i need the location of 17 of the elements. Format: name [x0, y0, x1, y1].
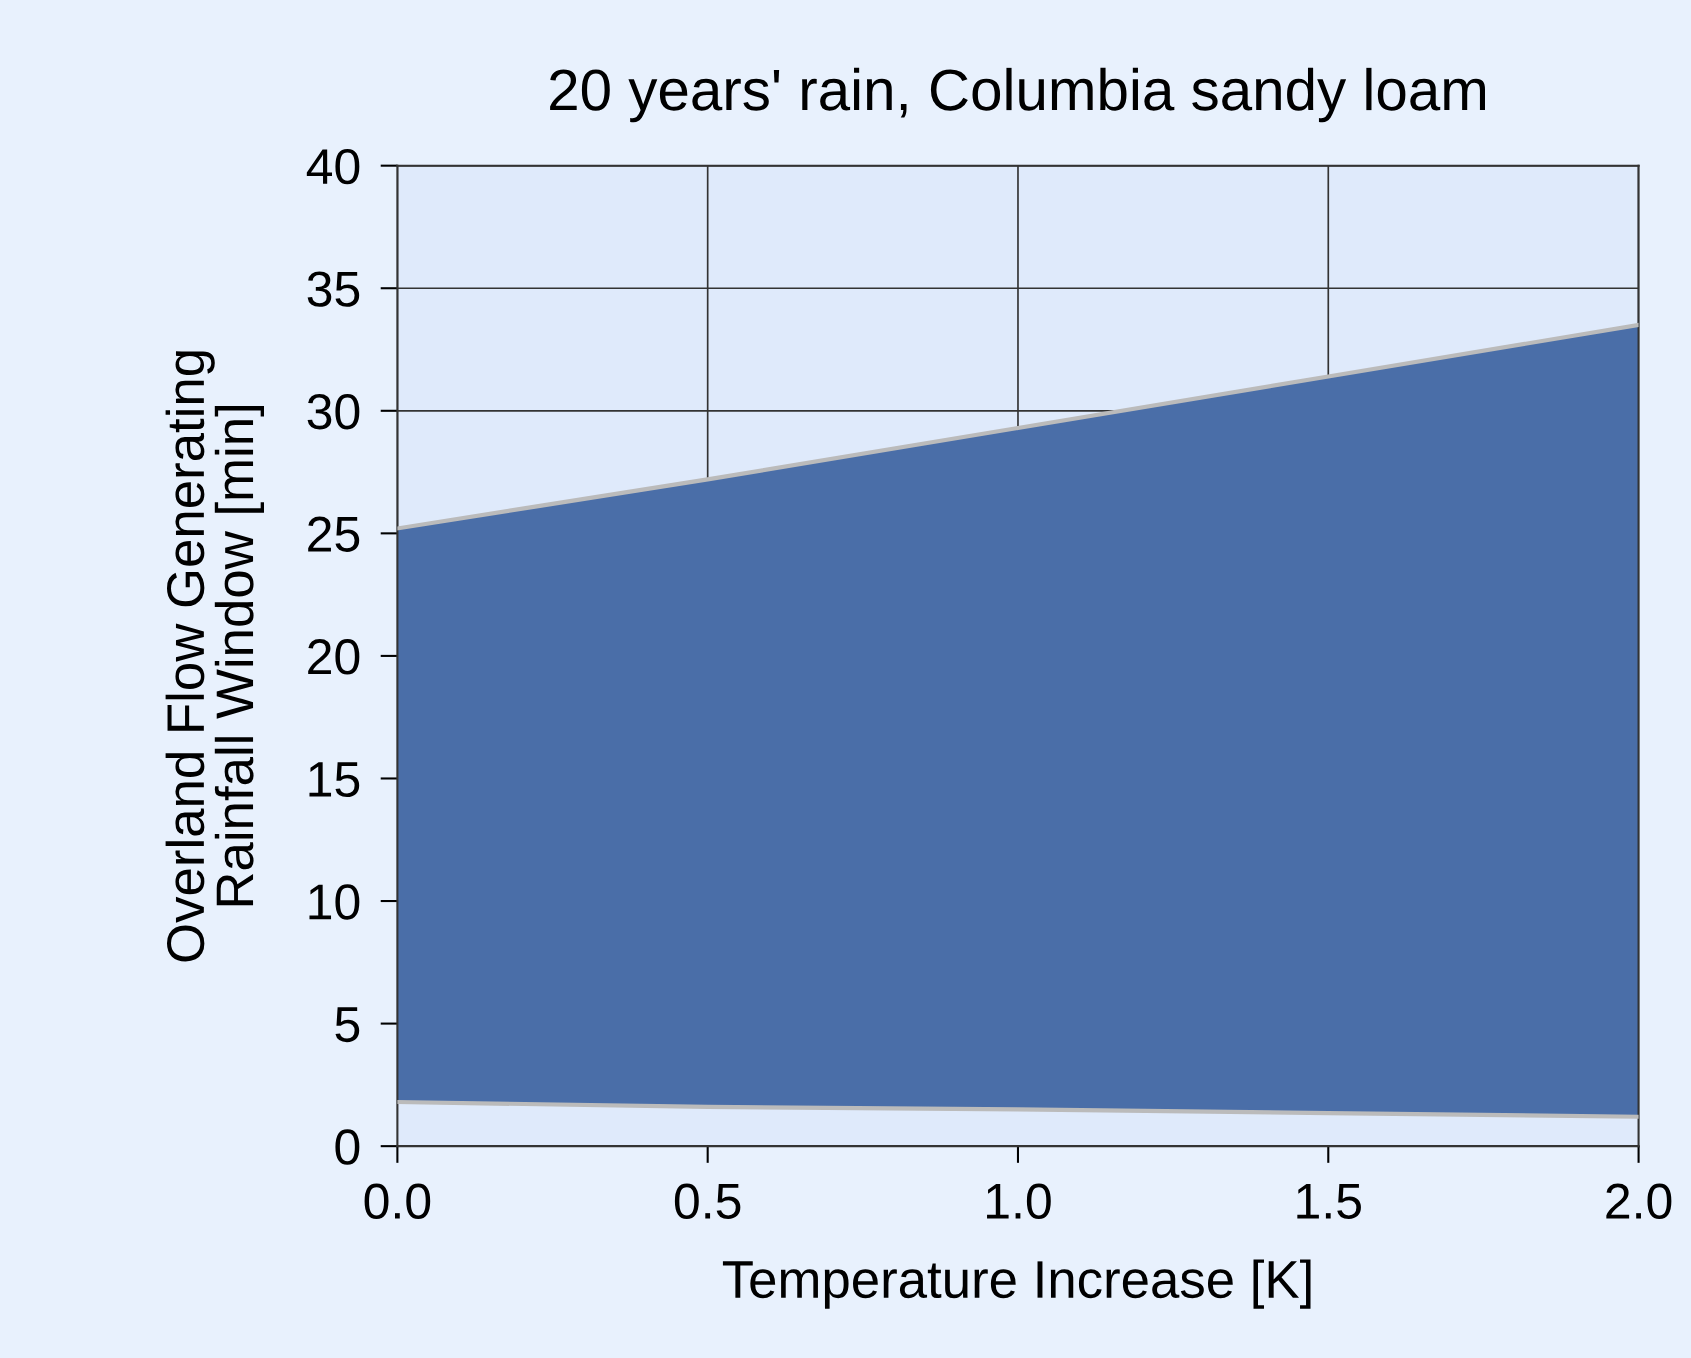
y-tick-label: 0 [335, 1129, 360, 1165]
y-tick-label: 35 [307, 271, 360, 307]
y-tick-label: 15 [309, 762, 360, 798]
x-tick-label: 2.0 [1606, 1183, 1672, 1219]
y-tick-label: 30 [307, 394, 360, 430]
y-tick-label: 40 [306, 148, 360, 185]
x-tick-label: 1.0 [987, 1183, 1051, 1219]
chart-title: 20 years' rain, Columbia sandy loam [550, 67, 1485, 123]
x-tick-label: 0.5 [674, 1183, 741, 1219]
x-tick-label: 1.5 [1297, 1184, 1361, 1219]
y-axis-title: Overland Flow Generating Rainfall Window [min] [165, 351, 264, 962]
y-tick-label: 25 [308, 516, 360, 552]
y-tick-label: 10 [309, 884, 360, 920]
y-tick-label: 20 [308, 639, 360, 675]
x-axis-title: Temperature Increase [K] [722, 1259, 1311, 1309]
x-tick-label: 0.0 [364, 1183, 431, 1219]
y-tick-label: 5 [335, 1007, 360, 1043]
